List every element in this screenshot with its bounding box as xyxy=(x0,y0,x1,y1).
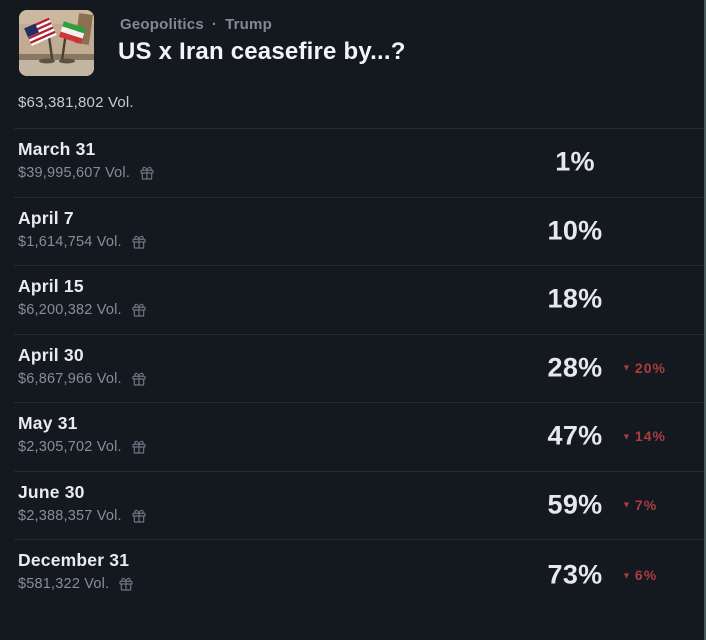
outcome-row[interactable]: June 30 $2,388,357 Vol. 59% ▼ 7% xyxy=(0,470,706,540)
outcome-info: April 7 $1,614,754 Vol. xyxy=(0,197,147,266)
outcome-label: May 31 xyxy=(18,413,78,433)
outcome-delta: ▼ 7% xyxy=(622,497,657,513)
outcome-volume: $6,867,966 Vol. xyxy=(18,370,122,387)
outcome-delta: ▼ 20% xyxy=(622,360,666,376)
outcome-delta-value: 14% xyxy=(634,428,666,445)
outcome-delta-value: 20% xyxy=(634,359,666,376)
gift-icon[interactable] xyxy=(139,165,155,181)
outcome-chance: 10% xyxy=(547,215,603,246)
gift-icon[interactable] xyxy=(131,234,147,250)
outcome-price: 59% ▼ 7% xyxy=(456,471,706,540)
down-arrow-icon: ▼ xyxy=(622,362,631,373)
outcome-info: April 15 $6,200,382 Vol. xyxy=(0,265,147,334)
outcome-delta: ▼ 6% xyxy=(622,567,657,583)
outcome-info: March 31 $39,995,607 Vol. xyxy=(0,128,155,197)
outcome-delta-value: 7% xyxy=(634,496,658,513)
outcome-row[interactable]: April 15 $6,200,382 Vol. 18% ▼ xyxy=(0,265,706,334)
outcome-label: April 30 xyxy=(18,344,84,365)
outcome-chance: 28% xyxy=(547,352,603,383)
outcome-volume: $1,614,754 Vol. xyxy=(18,233,122,250)
outcome-info: April 30 $6,867,966 Vol. xyxy=(0,334,147,403)
outcome-volume: $2,388,357 Vol. xyxy=(18,507,122,524)
outcome-delta-value: 6% xyxy=(634,567,658,583)
market-thumbnail-image xyxy=(19,10,94,76)
outcome-row[interactable]: April 7 $1,614,754 Vol. 10% ▼ xyxy=(0,196,706,266)
outcome-sub: $2,305,702 Vol. xyxy=(18,439,147,455)
outcome-price: 47% ▼ 14% xyxy=(456,402,706,471)
breadcrumb-separator: · xyxy=(211,16,218,33)
gift-icon[interactable] xyxy=(131,439,147,455)
outcome-label: March 31 xyxy=(18,139,96,159)
outcome-price: 28% ▼ 20% xyxy=(456,334,706,403)
outcome-info: May 31 $2,305,702 Vol. xyxy=(0,402,147,471)
breadcrumb: Geopolitics · Trump xyxy=(120,16,272,33)
outcome-chance: 73% xyxy=(547,559,603,590)
outcome-info: December 31 $581,322 Vol. xyxy=(0,539,134,611)
down-arrow-icon: ▼ xyxy=(622,570,631,580)
outcome-row[interactable]: April 30 $6,867,966 Vol. 28% ▼ 20% xyxy=(0,333,706,403)
outcome-row[interactable]: May 31 $2,305,702 Vol. 47% ▼ 14% xyxy=(0,402,706,471)
outcome-sub: $39,995,607 Vol. xyxy=(18,165,155,181)
gift-icon[interactable] xyxy=(131,302,147,318)
outcome-sub: $6,200,382 Vol. xyxy=(18,302,147,318)
breadcrumb-tag-link[interactable]: Trump xyxy=(225,16,272,33)
outcome-row[interactable]: March 31 $39,995,607 Vol. 1% ▼ xyxy=(0,128,706,197)
gift-icon[interactable] xyxy=(131,371,147,387)
breadcrumb-category-link[interactable]: Geopolitics xyxy=(120,16,204,33)
scrollbar[interactable] xyxy=(704,0,706,640)
market-title: US x Iran ceasefire by...? xyxy=(118,38,406,65)
market-total-volume: $63,381,802 Vol. xyxy=(18,94,134,111)
us-iran-flags-illustration xyxy=(19,10,94,76)
outcome-sub: $2,388,357 Vol. xyxy=(18,508,147,524)
outcome-sub: $1,614,754 Vol. xyxy=(18,234,147,250)
market-header: Geopolitics · Trump US x Iran ceasefire … xyxy=(0,0,706,128)
down-arrow-icon: ▼ xyxy=(622,499,631,510)
outcome-chance: 18% xyxy=(547,283,603,314)
outcome-delta: ▼ 14% xyxy=(622,428,666,444)
gift-icon[interactable] xyxy=(118,576,134,592)
outcome-row[interactable]: December 31 $581,322 Vol. 73% ▼ 6% xyxy=(0,539,706,611)
outcome-chance: 59% xyxy=(547,489,603,520)
down-arrow-icon: ▼ xyxy=(622,431,631,442)
outcome-chance: 1% xyxy=(555,146,595,177)
outcome-volume: $6,200,382 Vol. xyxy=(18,302,122,318)
outcome-volume: $581,322 Vol. xyxy=(18,576,110,592)
outcome-price: 10% ▼ xyxy=(456,197,706,266)
outcome-sub: $581,322 Vol. xyxy=(18,576,134,592)
gift-icon[interactable] xyxy=(131,508,147,524)
outcome-sub: $6,867,966 Vol. xyxy=(18,371,147,387)
outcome-volume: $39,995,607 Vol. xyxy=(18,165,131,181)
outcome-info: June 30 $2,388,357 Vol. xyxy=(0,471,147,540)
outcome-price: 1% ▼ xyxy=(456,128,706,197)
outcome-label: April 15 xyxy=(18,276,84,296)
outcome-label: December 31 xyxy=(18,550,130,570)
outcome-price: 18% ▼ xyxy=(456,265,706,334)
outcome-label: April 7 xyxy=(18,207,74,228)
outcome-list: March 31 $39,995,607 Vol. 1% ▼ xyxy=(0,128,706,611)
outcome-volume: $2,305,702 Vol. xyxy=(18,439,122,455)
outcome-price: 73% ▼ 6% xyxy=(456,539,706,611)
outcome-label: June 30 xyxy=(18,481,85,502)
outcome-chance: 47% xyxy=(547,420,603,451)
